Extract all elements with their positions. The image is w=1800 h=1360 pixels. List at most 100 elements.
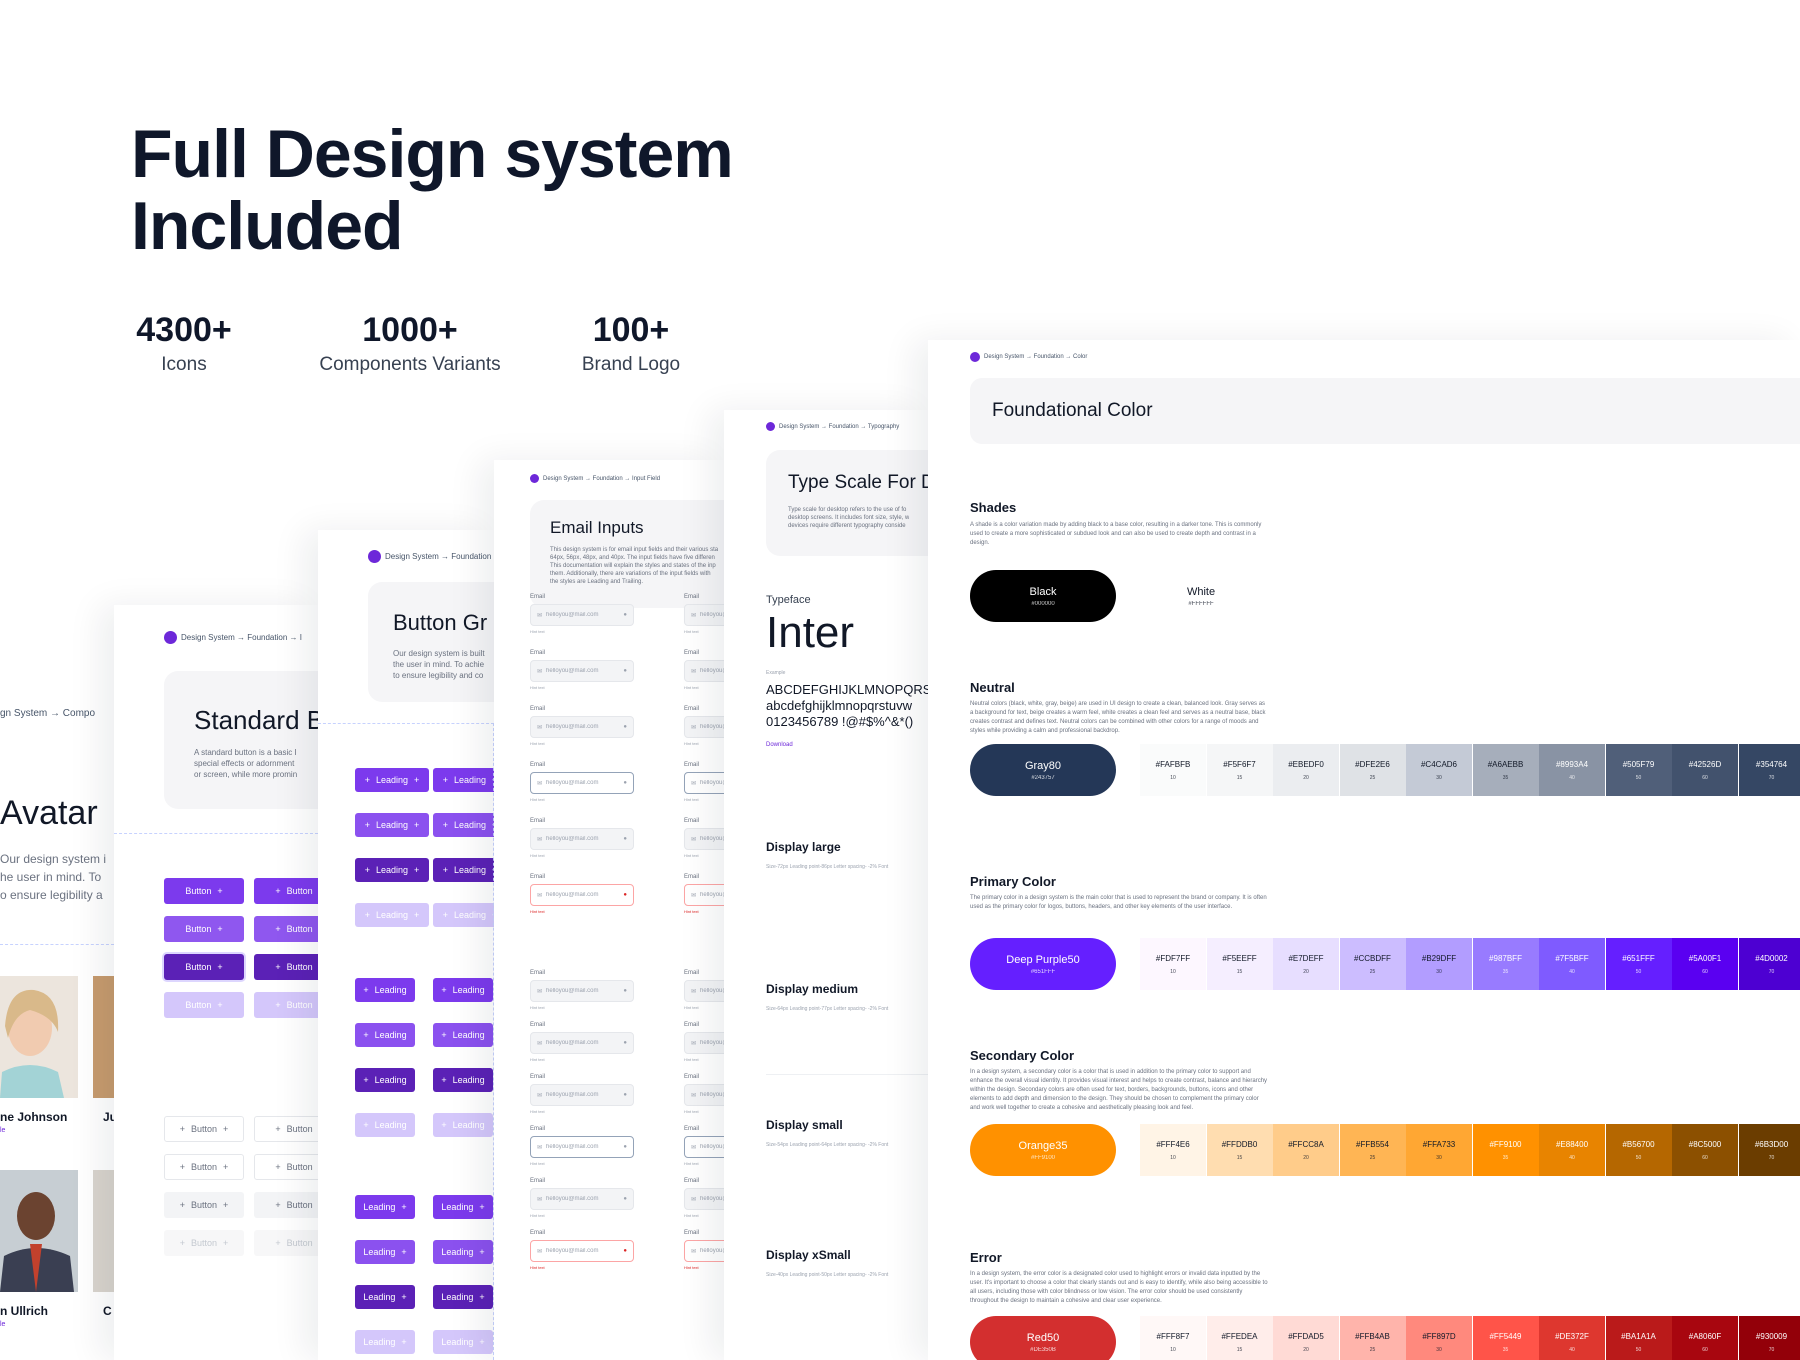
email-input[interactable]: ✉helloyou@mail.com — [684, 716, 724, 738]
swatch-step: 10 — [1170, 774, 1176, 781]
email-input[interactable]: ✉ helloyou@mail.com ● — [530, 1136, 634, 1158]
email-input[interactable]: ✉ helloyou@mail.com ● — [530, 716, 634, 738]
plus-icon: + — [441, 1120, 447, 1130]
outline-button[interactable]: + Button + — [164, 1116, 244, 1142]
primary-button-pressed[interactable]: + Button — [254, 954, 318, 980]
email-input[interactable]: ✉ helloyou@mail.com ● — [530, 772, 634, 794]
leading-button-hover[interactable]: +Leading+ — [355, 813, 429, 837]
email-input[interactable]: ✉ helloyou@mail.com ● — [530, 884, 634, 906]
primary-button[interactable]: Button + — [164, 878, 244, 904]
swatch-step: 35 — [1502, 774, 1509, 781]
avatar-name: ne Johnson — [0, 1110, 68, 1124]
email-input[interactable]: ✉helloyou@mail.com — [684, 1084, 724, 1106]
outline-button-hover[interactable]: + Button + — [164, 1154, 244, 1180]
leading-button-hover[interactable]: + Leading — [433, 1023, 493, 1047]
primary-button[interactable]: + Button — [254, 878, 318, 904]
color-swatch: #651FFF 50 — [1605, 938, 1672, 990]
help-icon: ● — [623, 1144, 627, 1150]
leading-button-hover[interactable]: +Leading+ — [433, 813, 494, 837]
leading-button-disabled: + Leading — [433, 1113, 493, 1137]
mail-icon: ✉ — [691, 1144, 697, 1151]
swatch-hex: #651FFF — [1030, 968, 1056, 975]
leading-button[interactable]: +Leading+ — [433, 768, 494, 792]
swatch-step: 50 — [1635, 968, 1642, 975]
email-field-label: Email — [684, 706, 700, 712]
button-group-card: Design System → Foundation → Button Gr O… — [318, 530, 494, 1360]
trailing-button-hover[interactable]: Leading + — [355, 1240, 415, 1264]
leading-button[interactable]: + Leading — [433, 978, 493, 1002]
email-input[interactable]: ✉helloyou@mail.com — [684, 604, 724, 626]
swatch-step: 20 — [1303, 1154, 1309, 1161]
email-field-label: Email — [684, 818, 700, 824]
trailing-button-hover[interactable]: Leading + — [433, 1240, 493, 1264]
outline-button-pressed[interactable]: + Button — [254, 1192, 318, 1218]
leading-button-pressed[interactable]: +Leading+ — [433, 858, 494, 882]
page-description-line: Our design system i — [0, 852, 107, 866]
mail-icon: ✉ — [691, 1196, 697, 1203]
button-label: Button — [185, 886, 212, 896]
color-swatch: #8993A4 40 — [1539, 744, 1605, 796]
primary-button-focus[interactable]: Button + — [164, 954, 244, 980]
swatch-step: 30 — [1436, 1346, 1442, 1353]
email-input[interactable]: ✉ helloyou@mail.com ● — [530, 980, 634, 1002]
leading-button-pressed[interactable]: +Leading+ — [355, 858, 429, 882]
primary-button-hover[interactable]: Button + — [164, 916, 244, 942]
outline-button-hover[interactable]: + Button — [254, 1154, 318, 1180]
leading-button[interactable]: +Leading+ — [355, 768, 429, 792]
palette-description: In a design system, the error color is a… — [970, 1271, 1268, 1304]
email-input[interactable]: ✉helloyou@mail.com — [684, 772, 724, 794]
email-input[interactable]: ✉ helloyou@mail.com ● — [530, 1084, 634, 1106]
trailing-button-pressed[interactable]: Leading + — [355, 1285, 415, 1309]
color-swatch: #DE372F 40 — [1539, 1316, 1605, 1360]
color-swatch: #DFE2E6 25 — [1339, 744, 1406, 796]
outline-button[interactable]: + Button — [254, 1116, 318, 1142]
email-field-label: Email — [684, 1230, 700, 1236]
download-link[interactable]: Download — [766, 742, 793, 748]
leading-button-pressed[interactable]: + Leading — [433, 1068, 493, 1092]
leading-button-pressed[interactable]: + Leading — [355, 1068, 415, 1092]
color-swatch: #FFCC8A 20 — [1273, 1124, 1339, 1176]
button-label: Button — [286, 1124, 313, 1134]
mail-icon: ✉ — [691, 988, 697, 995]
email-input[interactable]: ✉helloyou@mail.com — [684, 1188, 724, 1210]
swatch-hex: #EBEDF0 — [1288, 759, 1324, 769]
email-input[interactable]: ✉ helloyou@mail.com ● — [530, 828, 634, 850]
email-input[interactable]: ✉helloyou@mail.com — [684, 660, 724, 682]
avatar-link[interactable]: le — [0, 1127, 6, 1134]
plus-icon: + — [479, 1292, 485, 1302]
color-swatch: #F5F6F7 15 — [1206, 744, 1273, 796]
swatch-hex: #243757 — [1031, 774, 1055, 781]
outline-button-pressed[interactable]: + Button + — [164, 1192, 244, 1218]
breadcrumb-text: Design System → Foundation → I — [181, 633, 302, 642]
swatch-hex: #7F5BFF — [1555, 953, 1589, 963]
email-input-value: helloyou@mail.com — [700, 668, 724, 674]
email-input[interactable]: ✉ helloyou@mail.com ● — [530, 660, 634, 682]
email-input-value: helloyou@mail.com — [546, 724, 599, 730]
email-input[interactable]: ✉ helloyou@mail.com ● — [530, 1240, 634, 1262]
leading-button[interactable]: + Leading — [355, 978, 415, 1002]
swatch-step: 25 — [1369, 774, 1376, 781]
email-input[interactable]: ✉helloyou@mail.com — [684, 828, 724, 850]
swatch-step: 10 — [1170, 968, 1176, 975]
email-input[interactable]: ✉helloyou@mail.com — [684, 1032, 724, 1054]
trailing-button[interactable]: Leading + — [355, 1195, 415, 1219]
trailing-button-pressed[interactable]: Leading + — [433, 1285, 493, 1309]
header-box: Button Gr Our design system is built the… — [368, 582, 494, 702]
email-input[interactable]: ✉helloyou@mail.com — [684, 884, 724, 906]
mail-icon: ✉ — [691, 836, 697, 843]
hero-title: Full Design system Included — [131, 118, 734, 262]
mail-icon: ✉ — [537, 724, 543, 731]
email-input[interactable]: ✉ helloyou@mail.com ● — [530, 604, 634, 626]
primary-button-hover[interactable]: + Button — [254, 916, 318, 942]
plus-icon: + — [179, 1162, 185, 1172]
mail-icon: ✉ — [537, 1196, 543, 1203]
avatar-link[interactable]: le — [0, 1321, 6, 1328]
trailing-button[interactable]: Leading + — [433, 1195, 493, 1219]
leading-button-hover[interactable]: + Leading — [355, 1023, 415, 1047]
email-input[interactable]: ✉helloyou@mail.com — [684, 1240, 724, 1262]
type-scale-display-small: Display small — [766, 1118, 843, 1132]
email-input[interactable]: ✉helloyou@mail.com — [684, 1136, 724, 1158]
email-input[interactable]: ✉ helloyou@mail.com ● — [530, 1188, 634, 1210]
email-input[interactable]: ✉helloyou@mail.com — [684, 980, 724, 1002]
email-input[interactable]: ✉ helloyou@mail.com ● — [530, 1032, 634, 1054]
